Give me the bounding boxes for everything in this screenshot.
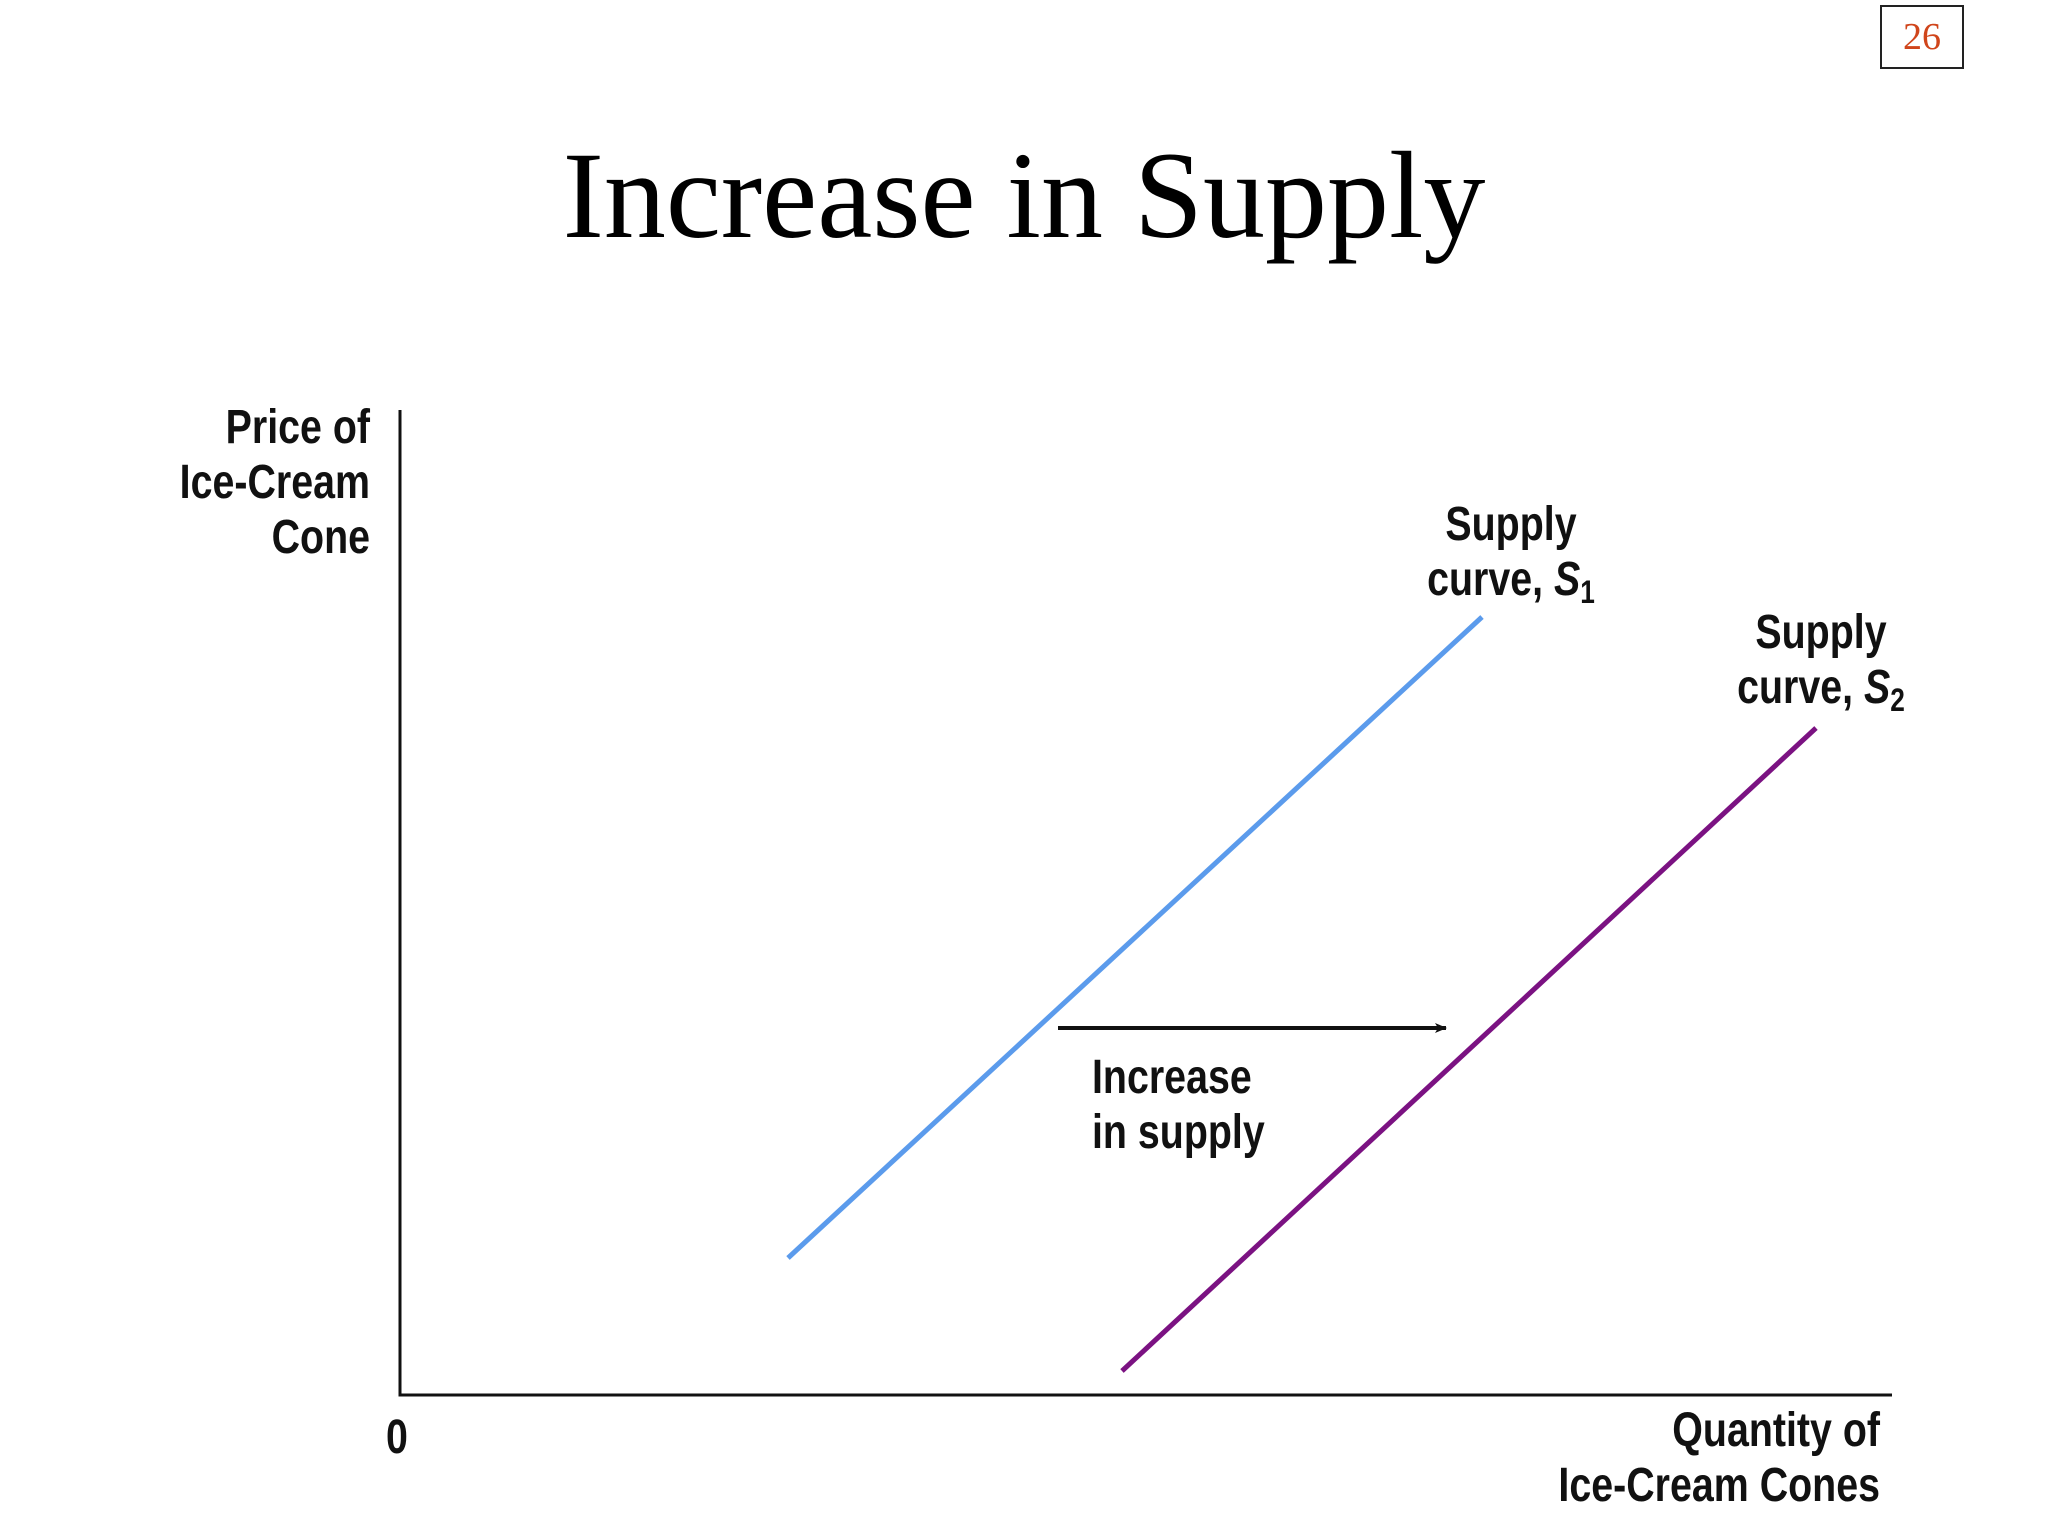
- curve-label-prefix: curve,: [1427, 553, 1555, 606]
- curve-label-line: curve, S1: [1402, 552, 1620, 610]
- y-axis-label: Price of Ice-Cream Cone: [149, 400, 370, 565]
- x-axis-label-line: Quantity of: [1672, 1404, 1880, 1457]
- supply-curve-s1-label: Supply curve, S1: [1402, 497, 1620, 610]
- supply-curve-s2-label: Supply curve, S2: [1712, 605, 1930, 718]
- curve-label-line: curve, S2: [1712, 660, 1930, 718]
- shift-label-line: in supply: [1092, 1106, 1265, 1159]
- curve-label-line: Supply: [1445, 498, 1577, 551]
- y-axis-label-line: Price of: [225, 401, 370, 454]
- x-axis-label-line: Ice-Cream Cones: [1558, 1459, 1880, 1512]
- curve-label-prefix: curve,: [1737, 661, 1865, 714]
- increase-in-supply-label: Increase in supply: [1092, 1050, 1265, 1160]
- curve-subscript: 1: [1580, 574, 1595, 610]
- curve-symbol: S: [1554, 553, 1581, 606]
- y-axis-label-line: Cone: [271, 511, 370, 564]
- x-axis-label: Quantity of Ice-Cream Cones: [1470, 1403, 1880, 1513]
- supply-curve-s1: [786, 615, 1484, 1260]
- origin-label: 0: [386, 1411, 408, 1464]
- curve-subscript: 2: [1890, 682, 1905, 718]
- page-number: 26: [1880, 5, 1964, 69]
- curve-symbol: S: [1864, 661, 1891, 714]
- supply-curve-s2: [1120, 726, 1818, 1373]
- slide-title: Increase in Supply: [562, 127, 1486, 264]
- curve-label-line: Supply: [1755, 606, 1887, 659]
- shift-label-line: Increase: [1092, 1051, 1252, 1104]
- y-axis-label-line: Ice-Cream: [179, 456, 370, 509]
